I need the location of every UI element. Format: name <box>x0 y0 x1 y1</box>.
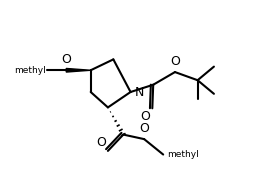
Text: O: O <box>140 110 150 123</box>
Text: methyl: methyl <box>167 150 199 159</box>
Text: O: O <box>62 53 72 66</box>
Text: O: O <box>140 122 149 135</box>
Polygon shape <box>66 68 91 72</box>
Text: O: O <box>96 137 106 149</box>
Text: methyl: methyl <box>14 66 46 75</box>
Text: O: O <box>170 55 180 68</box>
Text: N: N <box>135 86 144 99</box>
